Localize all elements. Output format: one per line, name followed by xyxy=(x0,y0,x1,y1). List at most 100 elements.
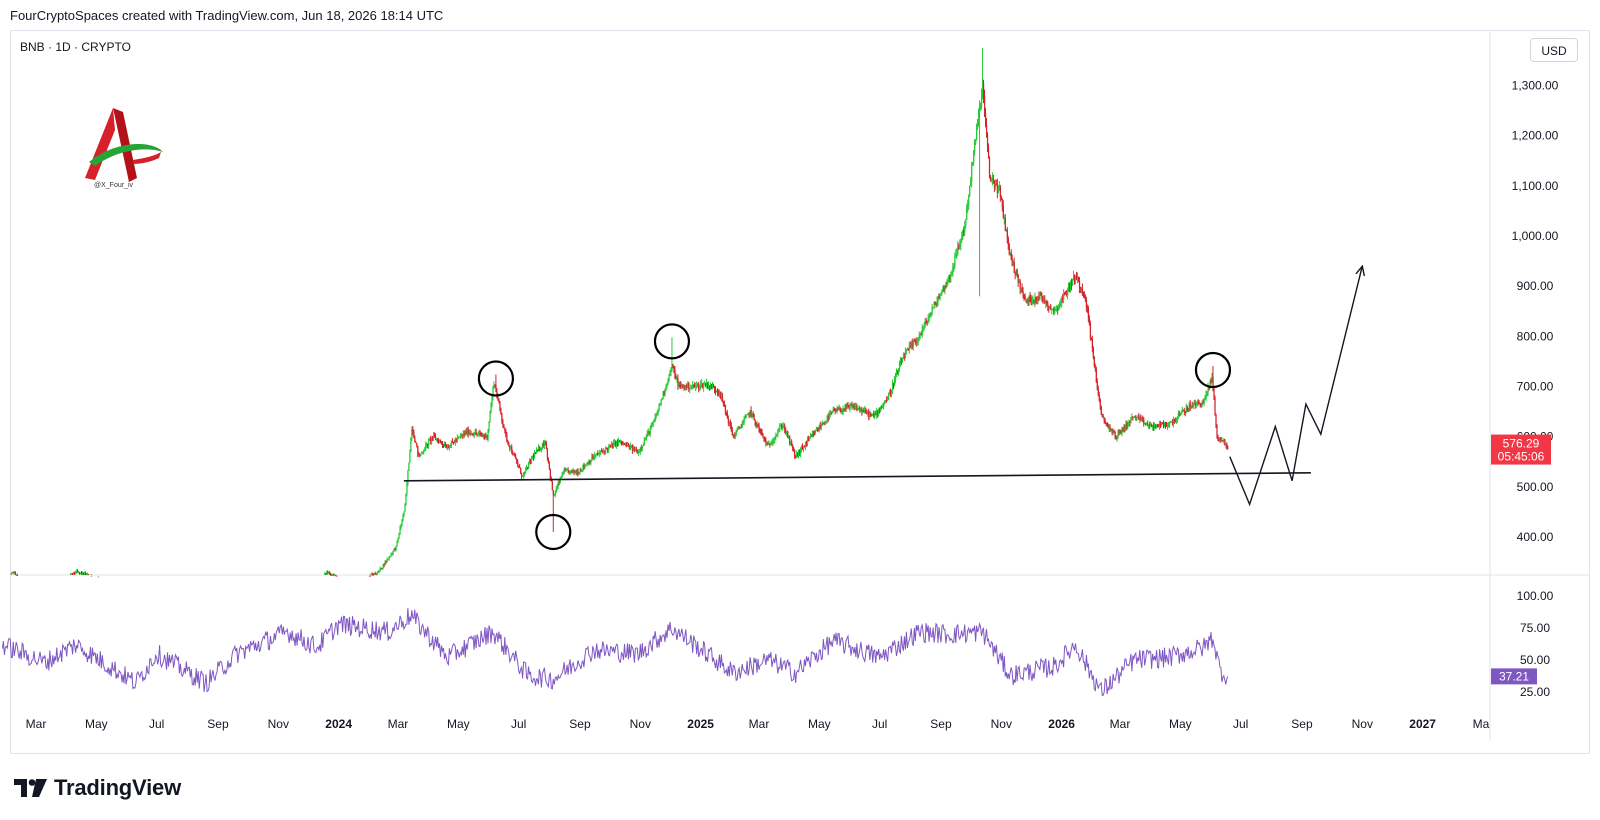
candle xyxy=(1008,242,1010,256)
candle xyxy=(1110,428,1112,432)
candle xyxy=(78,570,80,574)
candle-body xyxy=(414,437,416,443)
candle xyxy=(907,347,910,352)
candle xyxy=(619,440,621,443)
candle-body xyxy=(543,443,546,447)
candle xyxy=(1036,296,1038,305)
candle xyxy=(1126,420,1128,431)
candle xyxy=(774,436,776,444)
candle xyxy=(620,439,622,444)
currency-button[interactable]: USD xyxy=(1530,38,1578,62)
candle xyxy=(1159,420,1161,430)
candle-body xyxy=(1220,437,1222,442)
candle xyxy=(878,408,880,417)
candle-body xyxy=(870,413,872,415)
candle xyxy=(1220,436,1222,443)
candle xyxy=(904,347,907,359)
candle-body xyxy=(1193,402,1195,405)
candle xyxy=(425,441,427,451)
candle xyxy=(707,382,709,390)
candle-body xyxy=(975,140,977,143)
candle xyxy=(518,465,520,469)
candle-body xyxy=(686,384,688,389)
candle xyxy=(705,382,707,388)
candle-body xyxy=(1133,416,1135,418)
candle xyxy=(923,322,925,331)
candle-body xyxy=(874,414,876,417)
candle-body xyxy=(1202,402,1204,404)
candle-body xyxy=(689,388,691,390)
candle-body xyxy=(807,439,810,441)
candle xyxy=(1086,304,1089,314)
candle xyxy=(1109,424,1111,433)
candle xyxy=(1113,429,1115,434)
candle xyxy=(937,295,939,307)
candle xyxy=(1007,236,1009,250)
candle-body xyxy=(571,469,573,472)
candle xyxy=(870,412,872,418)
time-axis[interactable]: Mar May Jul Sep Nov 2024 Mar May Jul Sep Nov 2025 Ma… xyxy=(26,717,1490,731)
candle xyxy=(1028,295,1030,307)
candle-body xyxy=(814,430,817,435)
candle xyxy=(585,464,587,467)
candle-body xyxy=(464,431,466,436)
candle-body xyxy=(1099,399,1101,407)
candle-body xyxy=(751,413,753,416)
candle xyxy=(708,381,710,390)
candle xyxy=(419,453,421,458)
candle xyxy=(524,471,526,477)
candle-body xyxy=(1185,407,1187,413)
candle-body xyxy=(336,575,338,577)
candle-body xyxy=(1083,293,1086,297)
time-tick-label: Sep xyxy=(1291,717,1313,731)
candle-body xyxy=(324,573,326,575)
price-axis[interactable]: 400.00500.00600.00700.00800.00900.001,00… xyxy=(1491,79,1559,544)
candle xyxy=(85,572,88,576)
candle-body xyxy=(554,492,556,495)
candle xyxy=(1164,422,1166,428)
candle-body xyxy=(904,351,907,358)
candle xyxy=(874,411,876,420)
candle-body xyxy=(86,574,89,576)
candle xyxy=(82,572,85,575)
candle-body xyxy=(966,207,968,220)
candle xyxy=(470,430,472,436)
candle-body xyxy=(1074,276,1076,282)
time-tick-label: Nov xyxy=(630,717,651,731)
candle-body xyxy=(1153,425,1155,428)
candle xyxy=(875,410,877,416)
candle-body xyxy=(883,404,885,407)
candle xyxy=(86,572,89,576)
candle-body xyxy=(671,364,673,371)
candle xyxy=(1172,416,1175,428)
candle-body xyxy=(977,119,979,128)
candle-body xyxy=(892,383,894,390)
candle xyxy=(1132,416,1134,421)
candle xyxy=(596,453,598,456)
candle-body xyxy=(513,453,515,456)
candle-body xyxy=(330,574,332,576)
candle xyxy=(492,385,494,401)
symbol-legend[interactable]: BNB · 1D · CRYPTO xyxy=(20,40,131,54)
candle-body xyxy=(856,406,858,411)
candle-body xyxy=(439,440,441,443)
candle xyxy=(751,413,753,420)
candle xyxy=(956,248,958,260)
candle-body xyxy=(385,561,387,563)
candle xyxy=(741,420,743,428)
candle xyxy=(495,374,497,393)
candle xyxy=(778,427,780,433)
candle xyxy=(1148,424,1150,429)
candle xyxy=(919,333,921,340)
candle xyxy=(962,229,964,240)
candle-body xyxy=(911,343,913,347)
candle-body xyxy=(873,413,875,417)
candle xyxy=(929,312,931,318)
candle-body xyxy=(498,399,500,402)
candle-body xyxy=(1158,424,1160,427)
candle xyxy=(886,396,888,403)
tradingview-logo[interactable]: TradingView xyxy=(14,775,181,801)
candle xyxy=(958,243,960,250)
